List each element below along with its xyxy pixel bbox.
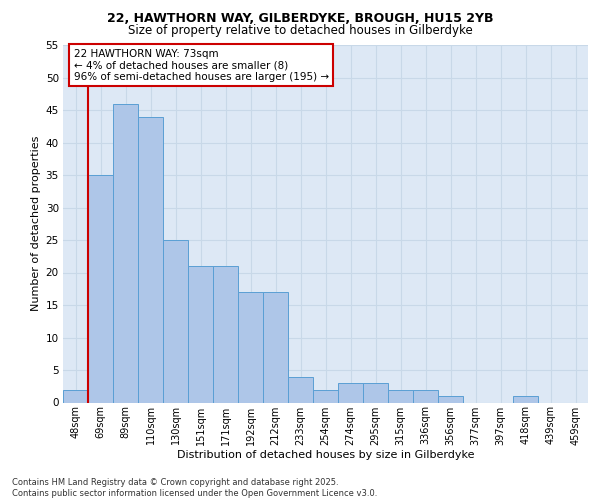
Bar xyxy=(88,175,113,402)
Bar xyxy=(63,390,88,402)
Bar xyxy=(363,383,388,402)
Bar xyxy=(163,240,188,402)
Bar xyxy=(438,396,463,402)
Text: 22, HAWTHORN WAY, GILBERDYKE, BROUGH, HU15 2YB: 22, HAWTHORN WAY, GILBERDYKE, BROUGH, HU… xyxy=(107,12,493,26)
Bar xyxy=(413,390,438,402)
Bar xyxy=(288,376,313,402)
Text: Contains HM Land Registry data © Crown copyright and database right 2025.
Contai: Contains HM Land Registry data © Crown c… xyxy=(12,478,377,498)
Text: 22 HAWTHORN WAY: 73sqm
← 4% of detached houses are smaller (8)
96% of semi-detac: 22 HAWTHORN WAY: 73sqm ← 4% of detached … xyxy=(74,48,329,82)
Bar xyxy=(338,383,363,402)
Bar xyxy=(213,266,238,402)
Bar xyxy=(513,396,538,402)
Y-axis label: Number of detached properties: Number of detached properties xyxy=(31,136,41,312)
Bar xyxy=(138,116,163,403)
Bar xyxy=(313,390,338,402)
X-axis label: Distribution of detached houses by size in Gilberdyke: Distribution of detached houses by size … xyxy=(177,450,474,460)
Bar xyxy=(188,266,213,402)
Text: Size of property relative to detached houses in Gilberdyke: Size of property relative to detached ho… xyxy=(128,24,472,37)
Bar xyxy=(113,104,138,403)
Bar xyxy=(238,292,263,403)
Bar xyxy=(388,390,413,402)
Bar xyxy=(263,292,288,403)
